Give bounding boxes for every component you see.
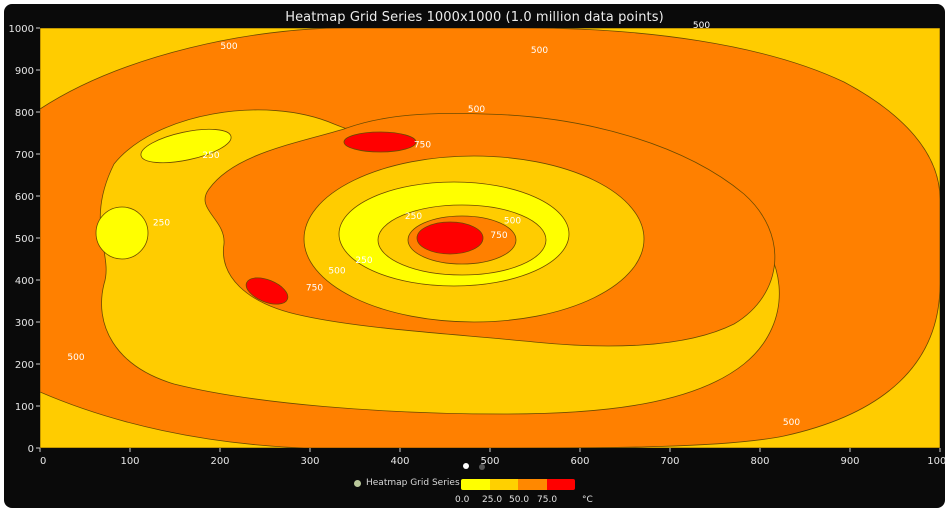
chart-title: Heatmap Grid Series 1000x1000 (1.0 milli… [285,10,664,25]
y-tick-label: 1000 [9,24,34,35]
y-tick-label: 200 [15,360,34,371]
x-tick-label: 300 [300,456,319,467]
contour-label: 500 [328,267,345,277]
legend-series-label: Heatmap Grid Series [366,478,460,488]
legend-marker-icon [354,479,361,487]
color-scale-segment [489,479,518,490]
x-tick-label: 700 [660,456,679,467]
contour-label: 250 [153,218,170,228]
band-0-250-left [95,206,149,260]
x-tick-label: 900 [840,456,859,467]
y-tick-label: 100 [15,402,34,413]
x-axis-ticks: 0 100 200 300 400 500 600 700 800 900 1000 [39,448,945,467]
color-scale-tick: 75.0 [537,495,558,505]
heatmap-plot[interactable]: 500 500 500 500 750 250 250 250 500 750 250 500 750 5… [4,4,945,508]
color-scale-tick: 50.0 [509,495,530,505]
contour-label: 500 [693,21,710,31]
band-750-plus-upper [343,131,417,153]
x-tick-label: 600 [570,456,589,467]
color-scale-tick: 0.0 [455,495,470,505]
contour-label: 500 [531,46,548,56]
y-tick-label: 600 [15,192,34,203]
contour-label: 500 [67,353,84,363]
contour-label: 500 [468,105,485,115]
page-indicator-inactive[interactable] [479,464,485,470]
y-tick-label: 300 [15,318,34,329]
color-scale [461,479,575,490]
contour-label: 500 [220,42,237,52]
x-tick-label: 200 [210,456,229,467]
x-tick-label: 800 [750,456,769,467]
x-tick-label: 100 [120,456,139,467]
x-tick-label: 0 [40,456,46,467]
contour-label: 750 [490,231,507,241]
contour-label: 750 [414,141,431,151]
band-750-plus-center [416,221,484,255]
y-tick-label: 700 [15,150,34,161]
contour-label: 750 [306,284,323,294]
x-tick-label: 400 [390,456,409,467]
y-tick-label: 800 [15,108,34,119]
y-tick-label: 400 [15,276,34,287]
contour-label: 250 [405,212,422,222]
color-scale-tick: 25.0 [482,495,503,505]
y-tick-label: 500 [15,234,34,245]
page-indicator-active[interactable] [463,463,469,469]
contour-label: 500 [783,418,800,428]
y-tick-label: 0 [28,444,34,455]
color-scale-segment [518,479,547,490]
y-axis-ticks: 0 100 200 300 400 500 600 700 800 900 1000 [9,24,40,455]
contour-label: 250 [202,151,219,161]
x-tick-label: 1000 [927,456,945,467]
contour-label: 500 [504,216,521,226]
legend-series-item[interactable]: Heatmap Grid Series [354,478,460,488]
contour-labels: 500 500 500 500 750 250 250 250 500 750 250 500 750 5… [67,21,800,428]
chart-frame: Heatmap Grid Series 1000x1000 (1.0 milli… [4,4,945,508]
band-750-plus-left [245,277,289,305]
y-tick-label: 900 [15,66,34,77]
contour-label: 250 [355,256,372,266]
color-scale-unit: °C [582,495,593,505]
x-tick-label: 500 [480,456,499,467]
color-scale-segment [546,479,575,490]
band-0-250-upper-left [140,128,232,164]
color-scale-segment [461,479,490,490]
